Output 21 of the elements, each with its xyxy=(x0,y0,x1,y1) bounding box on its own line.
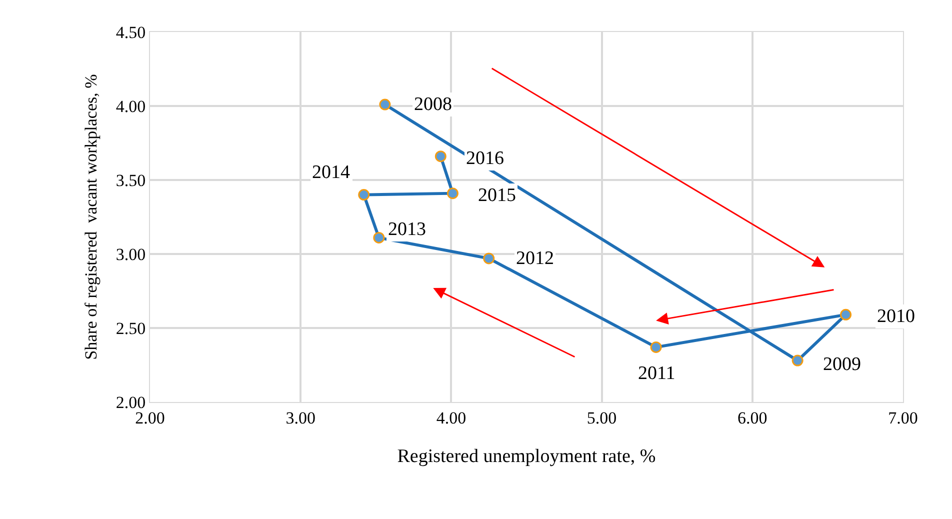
annotation: 2010 xyxy=(877,306,915,327)
x-tick-label: 3.00 xyxy=(286,408,316,428)
y-tick-label: 3.00 xyxy=(116,244,146,264)
y-tick-label: 4.00 xyxy=(116,96,146,116)
y-tick-label: 3.50 xyxy=(116,170,146,190)
annotation: 2015 xyxy=(478,185,516,206)
annotation: 2008 xyxy=(414,94,452,115)
x-axis-title: Registered unemployment rate, % xyxy=(397,446,656,468)
annotation: 2011 xyxy=(638,363,676,384)
x-tick-label: 7.00 xyxy=(888,408,918,428)
annotation: 2016 xyxy=(466,148,504,169)
annotation: 2009 xyxy=(823,354,861,375)
y-tick-label: 2.50 xyxy=(116,318,146,338)
x-tick-label: 6.00 xyxy=(738,408,768,428)
annotation: 2014 xyxy=(312,162,350,183)
x-tick-label: 4.00 xyxy=(436,408,466,428)
y-tick-label: 4.50 xyxy=(116,22,146,42)
x-tick-label: 5.00 xyxy=(586,408,617,428)
annotation: 2012 xyxy=(516,248,554,269)
y-axis-title: Share of registered vacant workplaces, % xyxy=(81,74,100,360)
annotation: 2013 xyxy=(388,219,426,240)
